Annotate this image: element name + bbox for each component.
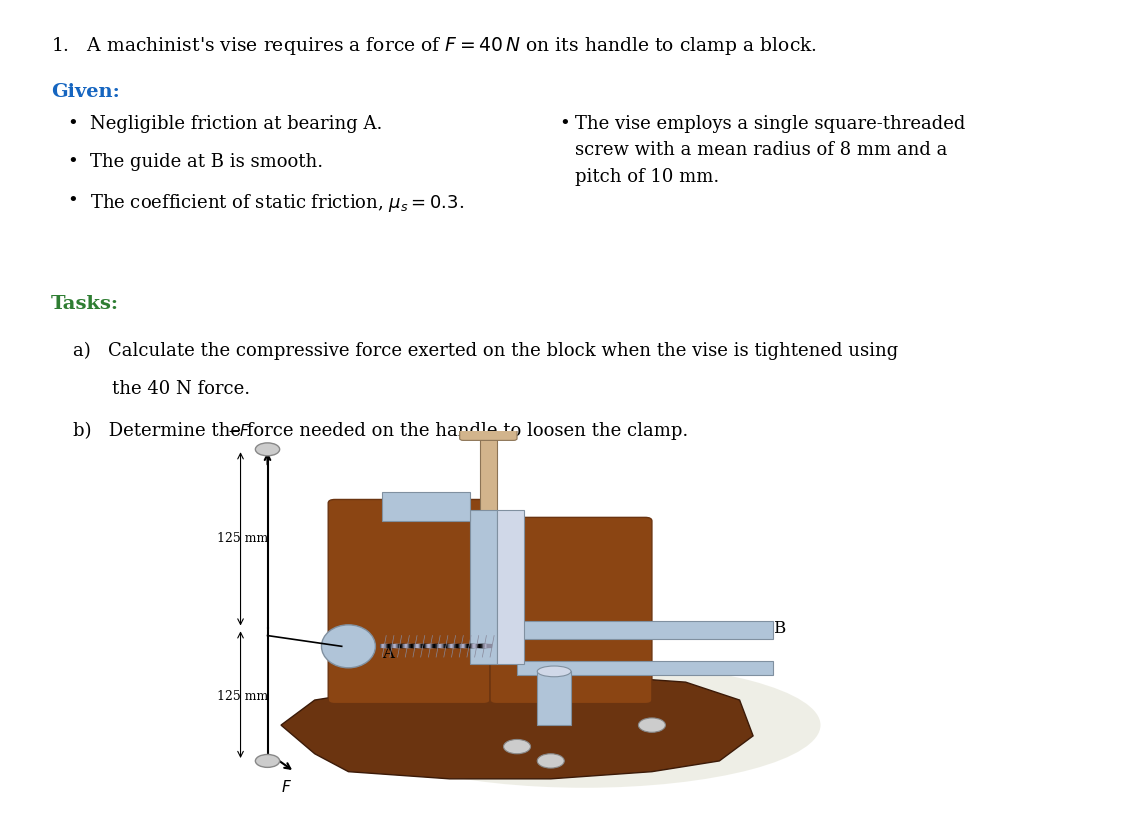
Text: The vise employs a single square-threaded
screw with a mean radius of 8 mm and a: The vise employs a single square-threade… [575, 115, 966, 186]
Ellipse shape [348, 663, 821, 788]
Bar [537, 672, 571, 725]
Text: The guide at B is smooth.: The guide at B is smooth. [90, 153, 323, 172]
Text: B: B [773, 620, 786, 637]
Text: the 40 N force.: the 40 N force. [111, 380, 250, 398]
Text: A: A [382, 645, 395, 662]
Text: 125 mm: 125 mm [217, 690, 269, 703]
Text: b)   Determine the force needed on the handle to loosen the clamp.: b) Determine the force needed on the han… [73, 422, 688, 440]
Text: Given:: Given: [51, 83, 120, 101]
Circle shape [504, 739, 531, 754]
Text: 125 mm: 125 mm [217, 532, 269, 545]
Text: •: • [67, 153, 79, 172]
Text: •: • [559, 115, 570, 133]
Circle shape [638, 718, 665, 733]
Text: •: • [67, 192, 79, 210]
Text: $F$: $F$ [281, 779, 292, 794]
Polygon shape [470, 510, 497, 664]
Circle shape [255, 755, 280, 768]
Text: The coefficient of static friction, $\mu_s = 0.3$.: The coefficient of static friction, $\mu… [90, 192, 464, 214]
Circle shape [255, 443, 280, 456]
Polygon shape [497, 510, 524, 664]
Text: $-F$: $-F$ [227, 422, 251, 439]
Text: a)   Calculate the compressive force exerted on the block when the vise is tight: a) Calculate the compressive force exert… [73, 341, 898, 360]
Ellipse shape [321, 625, 375, 667]
Ellipse shape [537, 666, 571, 676]
Polygon shape [281, 675, 753, 779]
FancyBboxPatch shape [460, 426, 517, 440]
Polygon shape [382, 492, 470, 521]
FancyBboxPatch shape [328, 500, 490, 703]
FancyBboxPatch shape [490, 518, 652, 703]
Bar [517, 621, 773, 639]
Circle shape [537, 754, 564, 768]
Text: 1.   A machinist's vise requires a force of $F = 40\,N$ on its handle to clamp a: 1. A machinist's vise requires a force o… [51, 35, 817, 57]
Text: Negligible friction at bearing A.: Negligible friction at bearing A. [90, 115, 382, 133]
Text: Tasks:: Tasks: [51, 295, 119, 313]
Bar [480, 431, 497, 664]
Text: •: • [67, 115, 79, 133]
Bar [517, 661, 773, 675]
